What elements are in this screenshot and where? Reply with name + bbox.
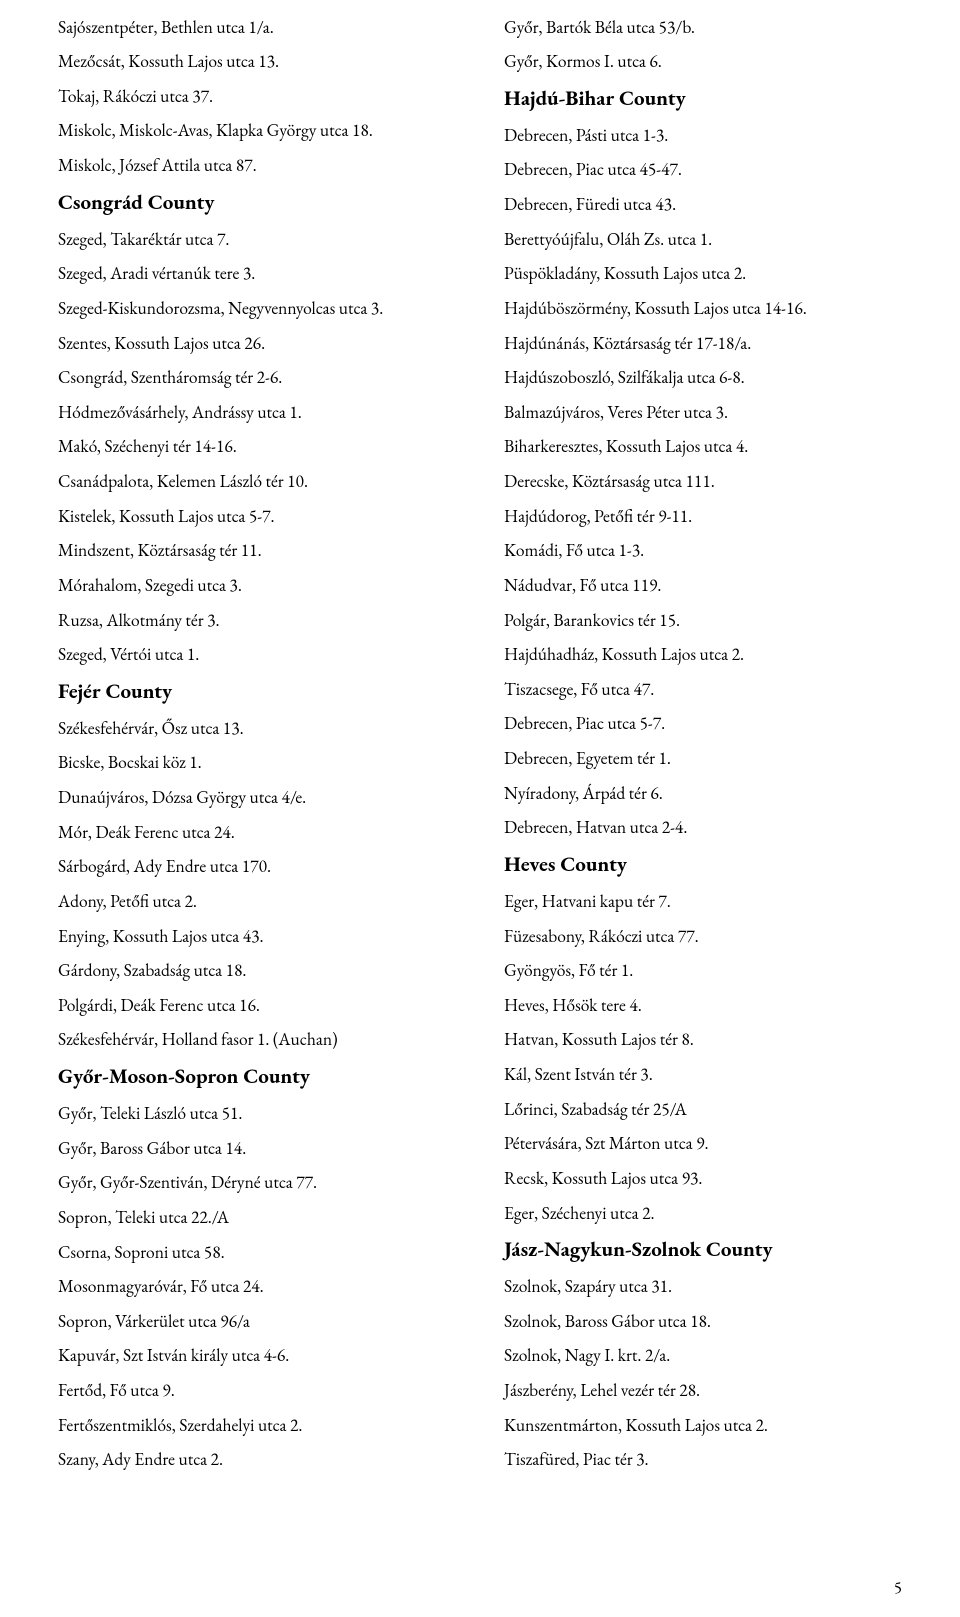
- address-entry: Debrecen, Pásti utca 1-3.: [504, 124, 902, 148]
- address-entry: Sopron, Várkerület utca 96/a: [58, 1310, 456, 1334]
- address-entry: Csongrád, Szentháromság tér 2-6.: [58, 366, 456, 390]
- address-entry: Szeged-Kiskundorozsma, Negyvennyolcas ut…: [58, 297, 456, 321]
- address-entry: Biharkeresztes, Kossuth Lajos utca 4.: [504, 435, 902, 459]
- county-heading: Jász-Nagykun-Szolnok County: [504, 1236, 902, 1263]
- address-entry: Tokaj, Rákóczi utca 37.: [58, 85, 456, 109]
- address-entry: Hajdúszoboszló, Szilfákalja utca 6-8.: [504, 366, 902, 390]
- address-entry: Győr, Kormos I. utca 6.: [504, 50, 902, 74]
- address-entry: Csorna, Soproni utca 58.: [58, 1241, 456, 1265]
- address-entry: Eger, Széchenyi utca 2.: [504, 1202, 902, 1226]
- address-entry: Kapuvár, Szt István király utca 4-6.: [58, 1344, 456, 1368]
- address-entry: Lőrinci, Szabadság tér 25/A: [504, 1098, 902, 1122]
- address-entry: Adony, Petőfi utca 2.: [58, 890, 456, 914]
- address-entry: Recsk, Kossuth Lajos utca 93.: [504, 1167, 902, 1191]
- address-entry: Hajdúhadház, Kossuth Lajos utca 2.: [504, 643, 902, 667]
- address-entry: Győr, Baross Gábor utca 14.: [58, 1137, 456, 1161]
- page: Sajószentpéter, Bethlen utca 1/a. Mezőcsá…: [0, 0, 960, 1617]
- address-entry: Debrecen, Füredi utca 43.: [504, 193, 902, 217]
- address-entry: Pétervására, Szt Márton utca 9.: [504, 1132, 902, 1156]
- address-entry: Székesfehérvár, Ősz utca 13.: [58, 717, 456, 741]
- address-entry: Tiszafüred, Piac tér 3.: [504, 1448, 902, 1472]
- address-entry: Ruzsa, Alkotmány tér 3.: [58, 609, 456, 633]
- county-heading: Hajdú-Bihar County: [504, 85, 902, 112]
- address-entry: Kunszentmárton, Kossuth Lajos utca 2.: [504, 1414, 902, 1438]
- address-entry: Hatvan, Kossuth Lajos tér 8.: [504, 1028, 902, 1052]
- county-heading: Győr-Moson-Sopron County: [58, 1063, 456, 1090]
- address-entry: Nyíradony, Árpád tér 6.: [504, 782, 902, 806]
- county-heading: Heves County: [504, 851, 902, 878]
- address-entry: Miskolc, József Attila utca 87.: [58, 154, 456, 178]
- address-entry: Szentes, Kossuth Lajos utca 26.: [58, 332, 456, 356]
- address-entry: Győr, Bartók Béla utca 53/b.: [504, 16, 902, 40]
- address-entry: Eger, Hatvani kapu tér 7.: [504, 890, 902, 914]
- address-entry: Polgárdi, Deák Ferenc utca 16.: [58, 994, 456, 1018]
- page-number: 5: [894, 1577, 902, 1599]
- address-entry: Győr, Győr-Szentiván, Déryné utca 77.: [58, 1171, 456, 1195]
- address-entry: Nádudvar, Fő utca 119.: [504, 574, 902, 598]
- address-entry: Füzesabony, Rákóczi utca 77.: [504, 925, 902, 949]
- address-entry: Mosonmagyaróvár, Fő utca 24.: [58, 1275, 456, 1299]
- address-entry: Szeged, Aradi vértanúk tere 3.: [58, 262, 456, 286]
- address-entry: Miskolc, Miskolc-Avas, Klapka György utc…: [58, 119, 456, 143]
- two-column-layout: Sajószentpéter, Bethlen utca 1/a. Mezőcsá…: [58, 10, 902, 1483]
- address-entry: Fertőszentmiklós, Szerdahelyi utca 2.: [58, 1414, 456, 1438]
- address-entry: Gárdony, Szabadság utca 18.: [58, 959, 456, 983]
- address-entry: Debrecen, Hatvan utca 2-4.: [504, 816, 902, 840]
- address-entry: Polgár, Barankovics tér 15.: [504, 609, 902, 633]
- address-entry: Bicske, Bocskai köz 1.: [58, 751, 456, 775]
- address-entry: Gyöngyös, Fő tér 1.: [504, 959, 902, 983]
- address-entry: Tiszacsege, Fő utca 47.: [504, 678, 902, 702]
- address-entry: Makó, Széchenyi tér 14-16.: [58, 435, 456, 459]
- address-entry: Szolnok, Nagy I. krt. 2/a.: [504, 1344, 902, 1368]
- address-entry: Fertőd, Fő utca 9.: [58, 1379, 456, 1403]
- county-heading: Csongrád County: [58, 189, 456, 216]
- address-entry: Szany, Ady Endre utca 2.: [58, 1448, 456, 1472]
- address-entry: Mezőcsát, Kossuth Lajos utca 13.: [58, 50, 456, 74]
- address-entry: Hajdúnánás, Köztársaság tér 17-18/a.: [504, 332, 902, 356]
- left-column: Sajószentpéter, Bethlen utca 1/a. Mezőcsá…: [58, 10, 456, 1483]
- address-entry: Debrecen, Piac utca 45-47.: [504, 158, 902, 182]
- address-entry: Komádi, Fő utca 1-3.: [504, 539, 902, 563]
- address-entry: Berettyóújfalu, Oláh Zs. utca 1.: [504, 228, 902, 252]
- address-entry: Győr, Teleki László utca 51.: [58, 1102, 456, 1126]
- address-entry: Csanádpalota, Kelemen László tér 10.: [58, 470, 456, 494]
- county-heading: Fejér County: [58, 678, 456, 705]
- address-entry: Hódmezővásárhely, Andrássy utca 1.: [58, 401, 456, 425]
- address-entry: Dunaújváros, Dózsa György utca 4/e.: [58, 786, 456, 810]
- address-entry: Szeged, Takaréktár utca 7.: [58, 228, 456, 252]
- address-entry: Debrecen, Egyetem tér 1.: [504, 747, 902, 771]
- address-entry: Sárbogárd, Ady Endre utca 170.: [58, 855, 456, 879]
- address-entry: Jászberény, Lehel vezér tér 28.: [504, 1379, 902, 1403]
- address-entry: Kistelek, Kossuth Lajos utca 5-7.: [58, 505, 456, 529]
- address-entry: Hajdúdorog, Petőfi tér 9-11.: [504, 505, 902, 529]
- right-column: Győr, Bartók Béla utca 53/b. Győr, Kormos…: [504, 10, 902, 1483]
- address-entry: Szolnok, Szapáry utca 31.: [504, 1275, 902, 1299]
- address-entry: Debrecen, Piac utca 5-7.: [504, 712, 902, 736]
- address-entry: Balmazújváros, Veres Péter utca 3.: [504, 401, 902, 425]
- address-entry: Derecske, Köztársaság utca 111.: [504, 470, 902, 494]
- address-entry: Székesfehérvár, Holland fasor 1. (Auchan…: [58, 1028, 456, 1052]
- address-entry: Püspökladány, Kossuth Lajos utca 2.: [504, 262, 902, 286]
- address-entry: Hajdúböszörmény, Kossuth Lajos utca 14-1…: [504, 297, 902, 321]
- address-entry: Enying, Kossuth Lajos utca 43.: [58, 925, 456, 949]
- address-entry: Heves, Hősök tere 4.: [504, 994, 902, 1018]
- address-entry: Szeged, Vértói utca 1.: [58, 643, 456, 667]
- address-entry: Mórahalom, Szegedi utca 3.: [58, 574, 456, 598]
- address-entry: Sopron, Teleki utca 22./A: [58, 1206, 456, 1230]
- address-entry: Szolnok, Baross Gábor utca 18.: [504, 1310, 902, 1334]
- address-entry: Sajószentpéter, Bethlen utca 1/a.: [58, 16, 456, 40]
- address-entry: Kál, Szent István tér 3.: [504, 1063, 902, 1087]
- address-entry: Mór, Deák Ferenc utca 24.: [58, 821, 456, 845]
- address-entry: Mindszent, Köztársaság tér 11.: [58, 539, 456, 563]
